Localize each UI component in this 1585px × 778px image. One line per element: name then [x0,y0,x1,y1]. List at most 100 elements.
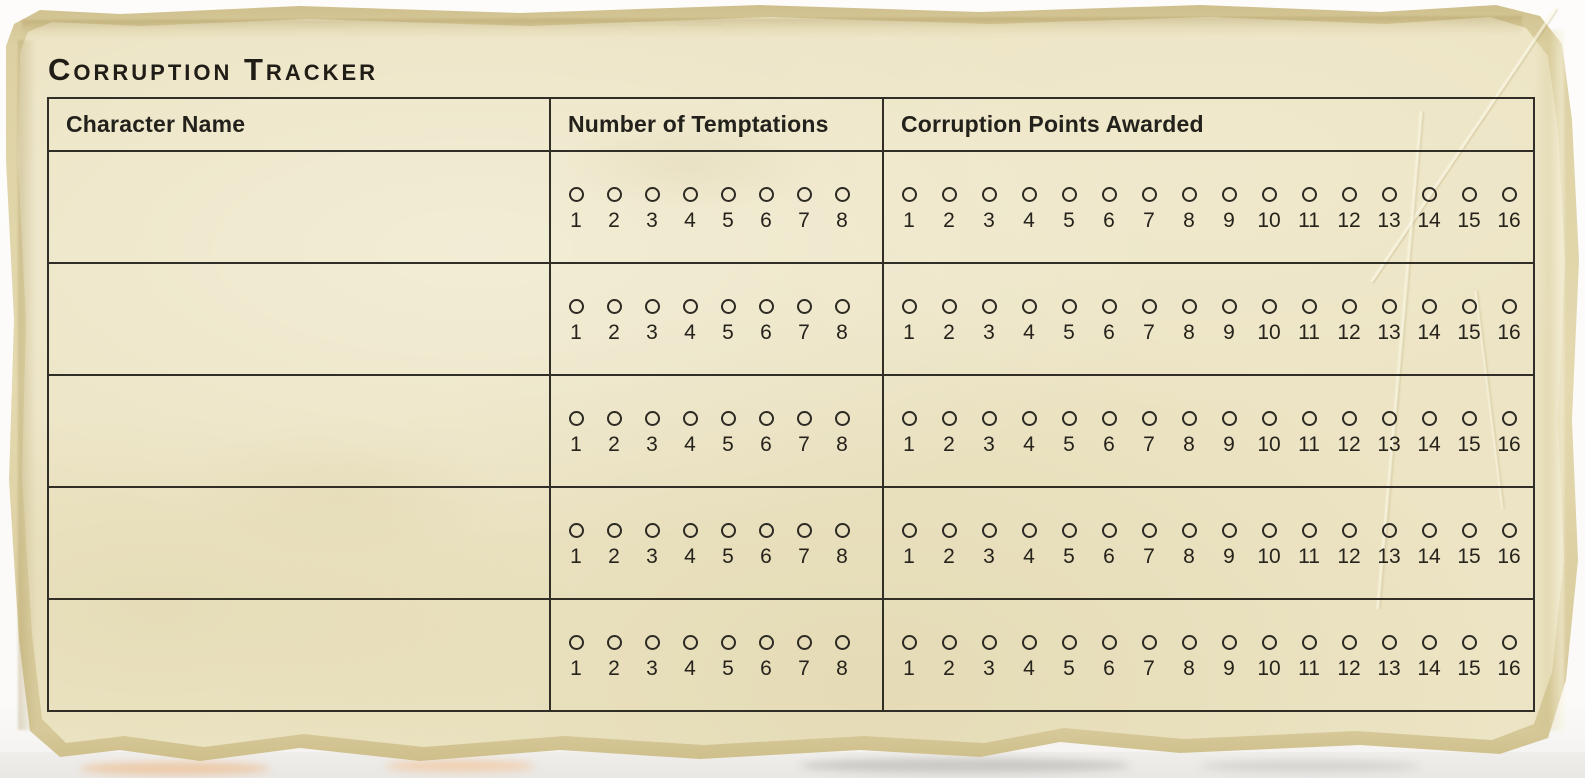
corruption-circle-10[interactable] [1261,523,1277,538]
corruption-circle-6[interactable] [1101,635,1117,650]
temptation-circle-4[interactable] [682,523,698,538]
corruption-circle-1[interactable] [901,411,917,426]
corruption-circle-6[interactable] [1101,187,1117,202]
corruption-circle-14[interactable] [1421,187,1437,202]
temptation-circle-3[interactable] [644,299,660,314]
corruption-circle-12[interactable] [1341,411,1357,426]
corruption-circle-13[interactable] [1381,523,1397,538]
temptation-circle-7[interactable] [796,635,812,650]
temptation-circle-1[interactable] [568,187,584,202]
corruption-circle-7[interactable] [1141,187,1157,202]
corruption-circle-12[interactable] [1341,635,1357,650]
corruption-circle-15[interactable] [1461,411,1477,426]
temptation-circle-2[interactable] [606,299,622,314]
corruption-circle-8[interactable] [1181,411,1197,426]
corruption-circle-3[interactable] [981,299,997,314]
corruption-circle-14[interactable] [1421,299,1437,314]
character-name-entry-area[interactable] [49,489,549,597]
temptation-circle-6[interactable] [758,635,774,650]
character-name-entry-area[interactable] [49,153,549,261]
temptation-circle-5[interactable] [720,635,736,650]
corruption-circle-11[interactable] [1301,187,1317,202]
corruption-circle-12[interactable] [1341,523,1357,538]
temptation-circle-4[interactable] [682,187,698,202]
temptation-circle-7[interactable] [796,523,812,538]
corruption-circle-5[interactable] [1061,411,1077,426]
corruption-circle-6[interactable] [1101,523,1117,538]
corruption-circle-16[interactable] [1501,635,1517,650]
temptation-circle-2[interactable] [606,187,622,202]
corruption-circle-13[interactable] [1381,299,1397,314]
corruption-circle-1[interactable] [901,635,917,650]
temptation-circle-8[interactable] [834,411,850,426]
corruption-circle-15[interactable] [1461,523,1477,538]
corruption-circle-11[interactable] [1301,523,1317,538]
corruption-circle-3[interactable] [981,411,997,426]
temptation-circle-7[interactable] [796,299,812,314]
corruption-circle-4[interactable] [1021,635,1037,650]
corruption-circle-9[interactable] [1221,635,1237,650]
temptation-circle-5[interactable] [720,411,736,426]
temptation-circle-1[interactable] [568,635,584,650]
corruption-circle-14[interactable] [1421,411,1437,426]
temptation-circle-8[interactable] [834,523,850,538]
temptation-circle-7[interactable] [796,411,812,426]
corruption-circle-5[interactable] [1061,187,1077,202]
corruption-circle-6[interactable] [1101,299,1117,314]
corruption-circle-5[interactable] [1061,635,1077,650]
corruption-circle-7[interactable] [1141,411,1157,426]
corruption-circle-15[interactable] [1461,187,1477,202]
corruption-circle-10[interactable] [1261,187,1277,202]
corruption-circle-9[interactable] [1221,411,1237,426]
corruption-circle-3[interactable] [981,187,997,202]
corruption-circle-4[interactable] [1021,523,1037,538]
temptation-circle-2[interactable] [606,411,622,426]
corruption-circle-3[interactable] [981,635,997,650]
temptation-circle-3[interactable] [644,187,660,202]
corruption-circle-16[interactable] [1501,187,1517,202]
corruption-circle-12[interactable] [1341,187,1357,202]
corruption-circle-16[interactable] [1501,523,1517,538]
corruption-circle-15[interactable] [1461,299,1477,314]
corruption-circle-12[interactable] [1341,299,1357,314]
temptation-circle-5[interactable] [720,187,736,202]
temptation-circle-5[interactable] [720,523,736,538]
corruption-circle-7[interactable] [1141,523,1157,538]
corruption-circle-1[interactable] [901,187,917,202]
temptation-circle-3[interactable] [644,635,660,650]
corruption-circle-13[interactable] [1381,411,1397,426]
corruption-circle-16[interactable] [1501,411,1517,426]
corruption-circle-3[interactable] [981,523,997,538]
corruption-circle-2[interactable] [941,187,957,202]
temptation-circle-8[interactable] [834,187,850,202]
corruption-circle-10[interactable] [1261,299,1277,314]
corruption-circle-10[interactable] [1261,635,1277,650]
corruption-circle-1[interactable] [901,299,917,314]
temptation-circle-6[interactable] [758,299,774,314]
corruption-circle-8[interactable] [1181,187,1197,202]
corruption-circle-7[interactable] [1141,635,1157,650]
temptation-circle-7[interactable] [796,187,812,202]
corruption-circle-5[interactable] [1061,299,1077,314]
temptation-circle-4[interactable] [682,635,698,650]
temptation-circle-4[interactable] [682,299,698,314]
corruption-circle-8[interactable] [1181,635,1197,650]
corruption-circle-13[interactable] [1381,635,1397,650]
character-name-entry-area[interactable] [49,601,549,709]
corruption-circle-9[interactable] [1221,299,1237,314]
temptation-circle-2[interactable] [606,635,622,650]
corruption-circle-14[interactable] [1421,635,1437,650]
corruption-circle-14[interactable] [1421,523,1437,538]
corruption-circle-11[interactable] [1301,411,1317,426]
corruption-circle-8[interactable] [1181,523,1197,538]
temptation-circle-8[interactable] [834,635,850,650]
corruption-circle-11[interactable] [1301,299,1317,314]
temptation-circle-1[interactable] [568,299,584,314]
corruption-circle-11[interactable] [1301,635,1317,650]
corruption-circle-6[interactable] [1101,411,1117,426]
temptation-circle-6[interactable] [758,523,774,538]
corruption-circle-13[interactable] [1381,187,1397,202]
corruption-circle-15[interactable] [1461,635,1477,650]
temptation-circle-6[interactable] [758,187,774,202]
temptation-circle-1[interactable] [568,523,584,538]
